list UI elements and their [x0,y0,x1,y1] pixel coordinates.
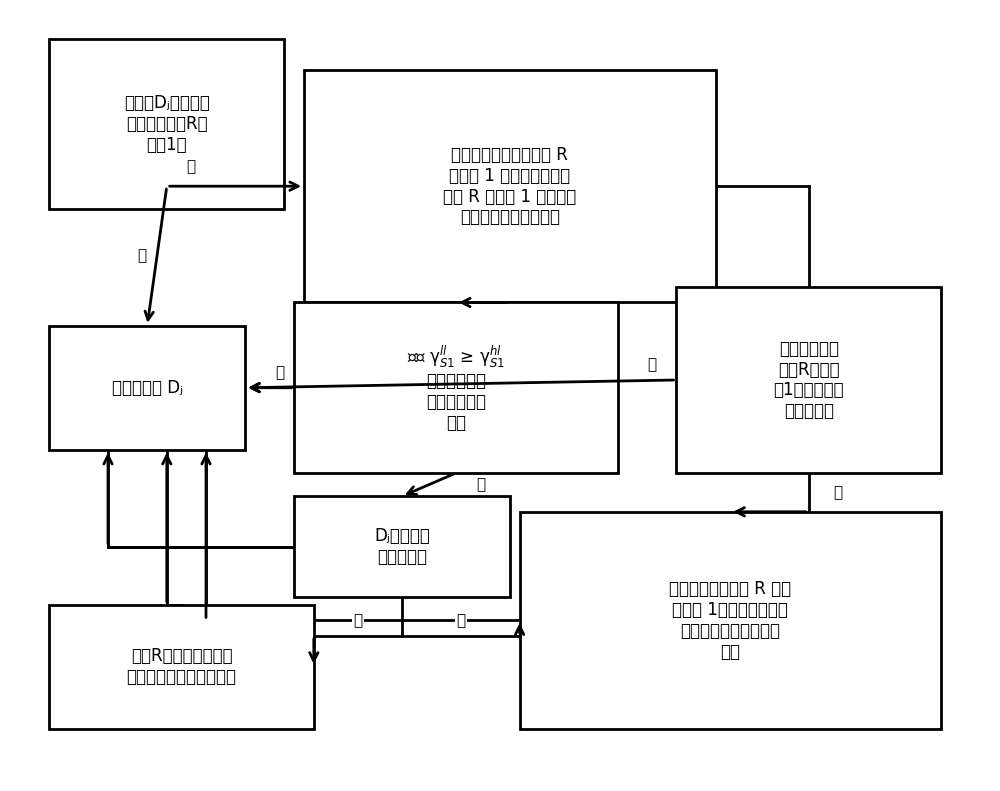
FancyBboxPatch shape [49,39,284,210]
Text: 所有内部源物
流的R值均小
于1，且存在互
补源物流。: 所有内部源物 流的R值均小 于1，且存在互 补源物流。 [773,340,844,420]
Text: 如果 γ$_{S1}^{ll}$ ≥ γ$_{S1}^{hl}$
由之满足不需
补充外部源物
流。: 如果 γ$_{S1}^{ll}$ ≥ γ$_{S1}^{hl}$ 由之满足不需 … [407,343,505,432]
Text: Dⱼ需补充外
部源物流。: Dⱼ需补充外 部源物流。 [374,528,430,566]
Text: 由之来满足 Dⱼ: 由之来满足 Dⱼ [112,379,183,397]
FancyBboxPatch shape [294,302,618,473]
FancyBboxPatch shape [676,287,941,473]
FancyBboxPatch shape [304,70,716,302]
Text: 选择R值最大的内部源
物流，并补充外部来源。: 选择R值最大的内部源 物流，并补充外部来源。 [127,647,237,687]
FancyBboxPatch shape [520,512,941,729]
Text: 是: 是 [647,357,656,372]
Text: 如果净化后源物流 R 值大
于等于 1，将之与一内部
源物流构成互补源源物
流。: 如果净化后源物流 R 值大 于等于 1，将之与一内部 源物流构成互补源源物 流。 [669,580,791,660]
FancyBboxPatch shape [49,605,314,729]
Text: 是: 是 [353,613,362,628]
FancyBboxPatch shape [49,326,245,450]
Text: 是: 是 [138,248,147,263]
Text: 否: 否 [834,485,843,500]
Text: 否: 否 [187,159,196,174]
Text: 否: 否 [456,613,465,628]
Text: 当满足Dⱼ时，计算
内部源物流的R值
等于1时: 当满足Dⱼ时，计算 内部源物流的R值 等于1时 [124,94,210,154]
Text: 当至少一内部源物流的 R
值大于 1 时，其中之一与
另一 R 值小于 1 的内部源
物流组成互补源物流。: 当至少一内部源物流的 R 值大于 1 时，其中之一与 另一 R 值小于 1 的内… [443,146,576,226]
Text: 是: 是 [275,365,284,380]
FancyBboxPatch shape [294,496,510,597]
Text: 否: 否 [476,477,485,492]
